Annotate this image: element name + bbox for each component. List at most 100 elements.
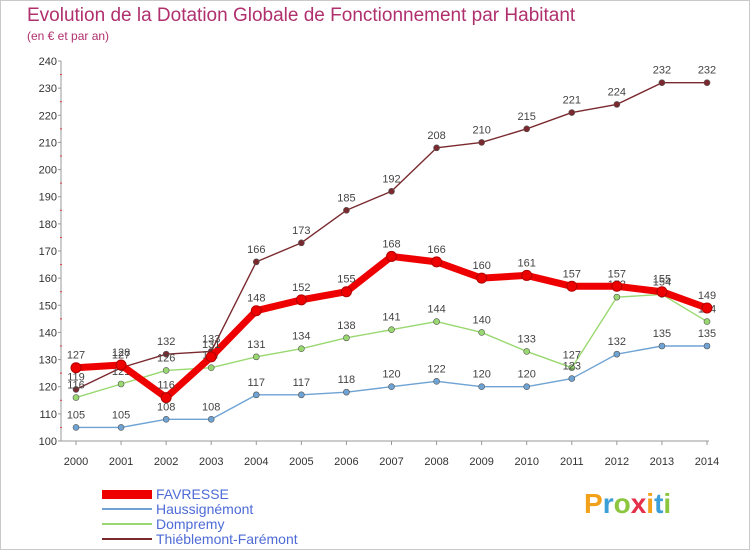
point-dompremy-2002: [162, 367, 170, 374]
data-label-haussignemont-2010: 120: [518, 369, 536, 381]
point-haussignemont-2000: [72, 424, 80, 431]
point-thieblemont-faremont-2005: [298, 239, 305, 247]
data-label-haussignemont-2012: 132: [608, 336, 626, 348]
data-label-dompremy-2013: 154: [653, 276, 671, 288]
y-tick-label-110: 110: [39, 409, 57, 421]
data-label-thieblemont-faremont-2010: 215: [518, 111, 536, 123]
point-haussignemont-2005: [298, 391, 305, 399]
legend-label-favresse: FAVRESSE: [156, 486, 229, 502]
point-favresse-2009: [476, 272, 488, 284]
y-tick-label-230: 230: [39, 83, 57, 95]
point-thieblemont-faremont-2000: [72, 386, 80, 393]
data-label-thieblemont-faremont-2003: 133: [202, 333, 220, 345]
point-thieblemont-faremont-2014: [703, 79, 711, 87]
point-dompremy-2011: [568, 364, 576, 372]
x-tick-label-2012: 2012: [605, 456, 629, 468]
point-dompremy-2010: [523, 348, 531, 355]
chart-subtitle: (en € et par an): [27, 29, 110, 43]
point-thieblemont-faremont-2010: [523, 125, 531, 133]
point-favresse-2001: [115, 359, 127, 371]
point-dompremy-2014: [703, 318, 711, 325]
data-label-haussignemont-2014: 135: [698, 328, 716, 340]
y-tick-label-150: 150: [39, 300, 57, 312]
point-favresse-2007: [386, 250, 397, 262]
data-label-haussignemont-2009: 120: [472, 369, 490, 381]
legend-swatch-haussignemont: [102, 508, 152, 510]
proxiti-logo: Proxiti: [584, 488, 672, 519]
data-label-favresse-2005: 152: [292, 282, 310, 294]
data-label-dompremy-2000: 116: [67, 380, 85, 392]
x-tick-label-2014: 2014: [695, 456, 719, 468]
point-haussignemont-2011: [568, 375, 576, 382]
point-haussignemont-2007: [388, 383, 395, 391]
data-label-thieblemont-faremont-2002: 132: [157, 336, 175, 348]
x-tick-label-2006: 2006: [334, 456, 358, 468]
point-favresse-2006: [340, 286, 352, 298]
data-label-favresse-2006: 155: [337, 274, 355, 286]
data-label-dompremy-2008: 144: [427, 304, 445, 316]
point-dompremy-2003: [207, 364, 215, 372]
y-tick-label-180: 180: [39, 219, 57, 231]
data-label-favresse-2001: 128: [112, 347, 130, 359]
point-dompremy-2006: [343, 334, 350, 342]
point-favresse-2003: [205, 351, 217, 363]
point-haussignemont-2004: [252, 391, 260, 399]
point-thieblemont-faremont-2004: [252, 258, 260, 266]
y-tick-label-210: 210: [39, 137, 57, 149]
point-haussignemont-2001: [117, 424, 125, 431]
data-label-thieblemont-faremont-2005: 173: [292, 225, 310, 237]
data-label-dompremy-2009: 140: [472, 314, 490, 326]
legend-label-thieblemont-faremont: Thiéblemont-Farémont: [156, 531, 298, 547]
point-haussignemont-2014: [703, 342, 711, 350]
data-label-dompremy-2011: 127: [563, 350, 581, 362]
y-tick-label-120: 120: [39, 382, 57, 394]
point-haussignemont-2008: [433, 377, 440, 385]
x-tick-label-2005: 2005: [289, 456, 313, 468]
y-tick-label-240: 240: [39, 56, 57, 68]
data-label-thieblemont-faremont-2001: 127: [112, 350, 130, 362]
point-favresse-2008: [431, 256, 443, 268]
x-tick-label-2001: 2001: [109, 456, 133, 468]
y-tick-label-130: 130: [39, 355, 57, 367]
point-dompremy-2008: [433, 318, 440, 325]
data-label-thieblemont-faremont-2004: 166: [247, 244, 265, 256]
data-label-haussignemont-2005: 117: [293, 377, 311, 389]
data-label-haussignemont-2007: 120: [382, 369, 400, 381]
x-tick-label-2013: 2013: [650, 456, 674, 468]
data-label-favresse-2008: 166: [427, 244, 445, 256]
point-dompremy-2007: [388, 326, 395, 334]
point-haussignemont-2013: [658, 342, 666, 350]
legend-swatch-dompremy: [102, 523, 152, 525]
data-label-thieblemont-faremont-2014: 232: [698, 65, 716, 77]
point-haussignemont-2012: [613, 350, 621, 358]
point-haussignemont-2010: [523, 383, 531, 391]
data-label-haussignemont-2008: 122: [427, 363, 445, 375]
point-thieblemont-faremont-2002: [162, 350, 170, 358]
x-tick-label-2009: 2009: [469, 456, 493, 468]
point-favresse-2002: [160, 392, 172, 404]
data-label-haussignemont-2002: 108: [157, 401, 175, 413]
y-tick-label-200: 200: [39, 165, 57, 177]
data-label-haussignemont-2004: 117: [248, 377, 266, 389]
legend-swatch-favresse: [102, 490, 152, 499]
y-tick-label-170: 170: [39, 246, 57, 258]
data-label-dompremy-2004: 131: [247, 339, 265, 351]
data-label-haussignemont-2013: 135: [653, 328, 671, 340]
point-favresse-2004: [250, 305, 262, 317]
data-label-favresse-2013: 155: [653, 274, 671, 286]
x-tick-label-2000: 2000: [64, 456, 88, 468]
point-haussignemont-2003: [207, 415, 215, 423]
data-label-favresse-2000: 127: [67, 350, 85, 362]
y-tick-label-190: 190: [39, 192, 57, 204]
point-dompremy-2005: [298, 345, 305, 353]
data-label-dompremy-2002: 126: [157, 352, 175, 364]
data-label-favresse-2012: 157: [608, 268, 626, 280]
point-dompremy-2012: [613, 293, 621, 301]
x-tick-label-2002: 2002: [154, 456, 178, 468]
point-dompremy-2001: [117, 380, 125, 388]
data-label-favresse-2009: 160: [472, 260, 490, 272]
point-favresse-2011: [566, 280, 578, 292]
point-thieblemont-faremont-2011: [568, 109, 576, 116]
point-thieblemont-faremont-2012: [613, 101, 621, 108]
